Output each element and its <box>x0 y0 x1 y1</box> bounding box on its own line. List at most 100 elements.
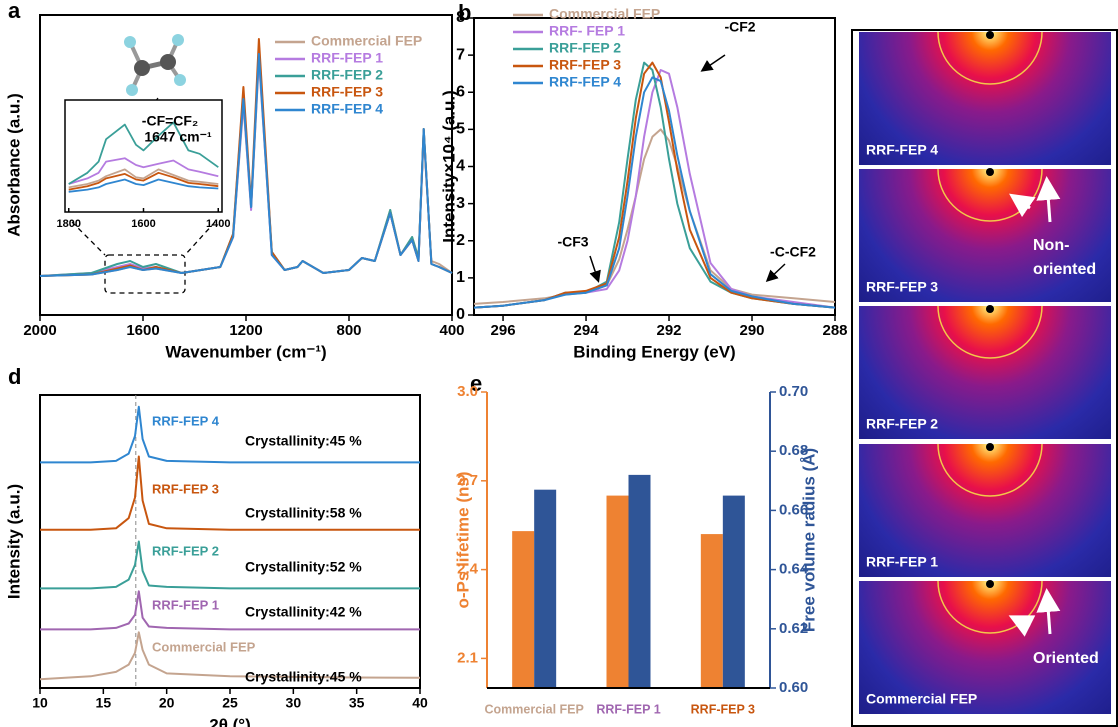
saxs-ring <box>937 305 1043 359</box>
series-line <box>68 121 219 185</box>
saxs-ring <box>937 31 1043 85</box>
y-axis-label: Absorbance (a.u.) <box>4 93 23 237</box>
annotation: -C-CF2 <box>770 244 816 260</box>
x-axis-label: Wavenumber (cm⁻¹) <box>165 342 326 361</box>
image-label: RRF-FEP 3 <box>866 279 938 295</box>
image-label: RRF-FEP 4 <box>866 142 938 158</box>
legend-label: RRF-FEP 4 <box>549 74 621 90</box>
x-tick-label: 1800 <box>56 218 80 230</box>
saxs-image <box>859 32 1111 165</box>
bar <box>722 495 745 688</box>
y2-tick-label: 0.66 <box>779 501 808 518</box>
x-tick-label: 40 <box>412 695 428 711</box>
series-label: RRF-FEP 2 <box>152 543 219 558</box>
y-tick-label: 0 <box>456 306 465 323</box>
series-line <box>40 540 420 590</box>
series-line <box>473 128 836 305</box>
series-line <box>68 178 219 193</box>
y-axis-label: o-Ps lifetime (ns) <box>453 472 472 609</box>
legend-label: RRF-FEP 4 <box>311 101 383 117</box>
bar <box>534 489 557 688</box>
series-label: RRF-FEP 1 <box>152 597 219 612</box>
annotation: Crystallinity:45 % <box>245 433 362 449</box>
series-label: RRF-FEP 3 <box>152 481 219 496</box>
arrow <box>1036 588 1061 635</box>
y-axis-label: Intensity (a.u.) <box>4 484 23 599</box>
y-tick-label: 1 <box>456 269 465 286</box>
y-axis-label: Intensity×10⁴ (a.u.) <box>439 90 458 242</box>
annotation: Non- <box>1033 237 1069 254</box>
arrow <box>765 263 786 283</box>
x-tick-label: 15 <box>96 695 112 711</box>
series-line <box>473 61 836 309</box>
series-label: Commercial FEP <box>152 639 256 654</box>
legend-label: RRF- FEP 1 <box>549 23 625 39</box>
x-tick-label: 2000 <box>23 322 56 339</box>
x-tick-label: 290 <box>739 322 764 339</box>
image-label: RRF-FEP 1 <box>866 554 938 570</box>
x-tick-label: 1600 <box>131 218 155 230</box>
plot-frame <box>64 99 223 213</box>
beam-stop <box>986 580 994 588</box>
saxs-image <box>859 306 1111 439</box>
panel: e 2.1 2.4 2.7 3.0 0.60 0.62 0.64 0.66 0.68 0.70 o-P… <box>453 371 818 716</box>
y-tick-label: 5 <box>456 121 465 138</box>
x-tick-label: RRF-FEP 3 <box>691 702 755 716</box>
x-tick-label: 294 <box>574 322 600 339</box>
panel-label: d <box>8 364 21 389</box>
inset-callout <box>71 221 216 294</box>
x-tick-label: 292 <box>657 322 682 339</box>
annotation: Crystallinity:45 % <box>245 669 362 685</box>
arrow <box>1036 176 1061 223</box>
image-label: RRF-FEP 2 <box>866 416 938 432</box>
x-axis-label: 2θ (°) <box>209 715 251 727</box>
series-line <box>40 455 420 531</box>
x-tick-label: 25 <box>222 695 238 711</box>
beam-stop <box>986 31 994 39</box>
x-tick-label: 30 <box>286 695 302 711</box>
beam-stop <box>986 168 994 176</box>
x-tick-label: Commercial FEP <box>484 702 583 716</box>
y2-tick-label: 0.62 <box>779 620 808 637</box>
series-line <box>68 157 219 185</box>
x-tick-label: 1400 <box>206 218 230 230</box>
arrow <box>700 54 726 72</box>
annotation: -CF2 <box>724 19 755 35</box>
x-tick-label: 800 <box>336 322 361 339</box>
x-tick-label: 35 <box>349 695 365 711</box>
annotation: 1647 cm⁻¹ <box>144 129 212 145</box>
panel: d 10 15 20 25 30 35 40 2θ (°) Intensity (a.u.) Com… <box>4 364 428 727</box>
y-tick-label: 4 <box>456 158 465 175</box>
arrow <box>1008 615 1036 637</box>
series-line <box>473 69 836 309</box>
series-line <box>473 61 836 309</box>
x-tick-label: 1200 <box>229 322 262 339</box>
annotation: Crystallinity:52 % <box>245 559 362 575</box>
bar <box>606 495 629 688</box>
image-label: Commercial FEP <box>866 691 977 707</box>
panel: a 2000 1600 1200 800 400 Wavenumber (cm⁻¹) Abso… <box>4 0 464 361</box>
bar <box>700 534 723 688</box>
annotation: oriented <box>1033 261 1096 278</box>
x-tick-label: RRF-FEP 1 <box>596 702 660 716</box>
annotation: -CF=CF₂ <box>142 113 198 129</box>
saxs-image <box>859 169 1111 302</box>
x-tick-label: 10 <box>32 695 48 711</box>
y-tick-label: 2.7 <box>457 472 478 489</box>
y-tick-label: 6 <box>456 83 465 100</box>
saxs-image <box>859 581 1111 714</box>
series-line <box>40 590 420 631</box>
series-line <box>39 631 421 681</box>
legend-label: RRF-FEP 2 <box>549 40 621 56</box>
annotation: Crystallinity:42 % <box>245 604 362 620</box>
panel-label: a <box>8 0 21 23</box>
y2-tick-label: 0.68 <box>779 442 808 459</box>
plot-frame <box>473 17 836 316</box>
y2-tick-label: 0.64 <box>779 561 809 578</box>
bar <box>628 474 651 688</box>
beam-stop <box>986 305 994 313</box>
annotation: -CF3 <box>557 234 588 250</box>
y-tick-label: 3 <box>456 195 465 212</box>
